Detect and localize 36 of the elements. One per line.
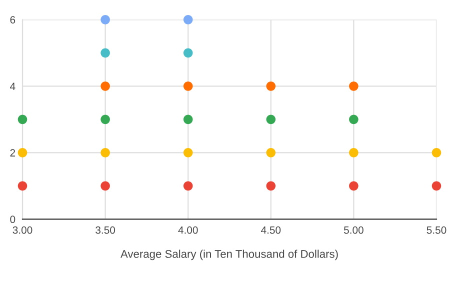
point [100, 48, 110, 58]
point [266, 82, 276, 91]
point [100, 148, 110, 158]
point [266, 148, 276, 158]
point [349, 114, 358, 124]
x-tick-label: 3.00 [12, 226, 32, 234]
point [100, 114, 110, 124]
point [349, 148, 358, 158]
y-tick-label: 6 [10, 16, 16, 24]
x-tick-label: 5.50 [426, 226, 446, 234]
point [183, 181, 193, 191]
point [183, 48, 193, 58]
point [183, 114, 193, 124]
x-tick-label: 3.50 [96, 226, 116, 234]
y-tick-label: 4 [10, 82, 16, 90]
point [183, 148, 193, 158]
x-tick-label: 4.00 [178, 226, 198, 234]
point [18, 114, 28, 124]
point [100, 15, 110, 24]
point [100, 82, 110, 91]
point [432, 148, 442, 158]
point [266, 181, 276, 191]
point [183, 82, 193, 91]
point [183, 15, 193, 24]
x-axis-title: Average Salary (in Ten Thousand of Dollars) [120, 250, 338, 260]
y-tick-label: 0 [10, 216, 16, 224]
point [349, 82, 358, 91]
y-tick-label: 2 [10, 149, 16, 156]
point [18, 181, 28, 191]
x-tick-label: 5.00 [344, 226, 364, 234]
point [266, 114, 276, 124]
x-tick-label: 4.50 [261, 226, 281, 234]
point [349, 181, 358, 191]
point [432, 181, 442, 191]
point [100, 181, 110, 191]
point [18, 148, 28, 158]
